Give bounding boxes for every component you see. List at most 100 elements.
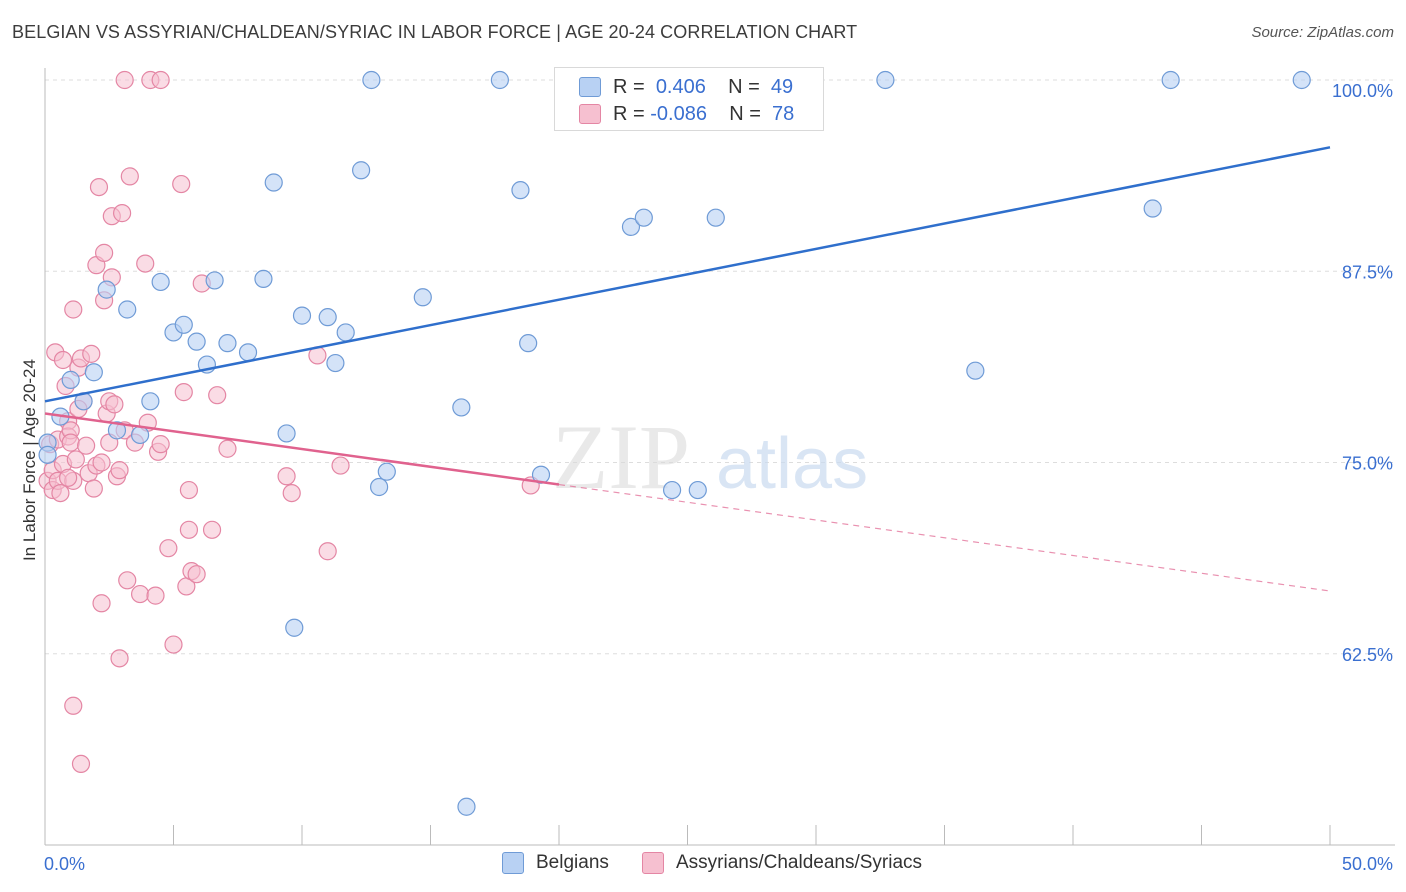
belgians-point xyxy=(413,288,432,307)
assyrians-point xyxy=(120,167,139,186)
assyrians-point xyxy=(66,450,85,469)
n-label: N = xyxy=(729,102,761,125)
belgians-point xyxy=(634,208,653,227)
assyrians-point xyxy=(151,70,170,90)
assyrians-point xyxy=(174,383,193,402)
belgians-point xyxy=(38,445,57,464)
belgians-point xyxy=(457,797,476,816)
assyrians-point xyxy=(208,386,227,405)
assyrians-r-value: -0.086 xyxy=(650,102,707,125)
belgians-point xyxy=(118,300,137,319)
belgians-point xyxy=(218,334,237,353)
series-legend: Belgians Assyrians/Chaldeans/Syriacs xyxy=(0,852,1406,878)
x-tick-label: 50.0% xyxy=(1342,854,1393,874)
assyrians-point xyxy=(277,467,296,486)
belgians-swatch xyxy=(579,77,601,97)
belgians-point xyxy=(377,462,396,481)
belgians-stats: R = 0.406 N = 49 xyxy=(613,76,813,99)
y-tick-label: 87.5% xyxy=(1342,262,1393,282)
assyrians-n-value: 78 xyxy=(772,102,795,125)
assyrians-point xyxy=(105,395,124,414)
belgians-point xyxy=(318,308,337,327)
x-tick-label: 0.0% xyxy=(44,854,85,874)
chart-title: BELGIAN VS ASSYRIAN/CHALDEAN/SYRIAC IN L… xyxy=(12,22,858,42)
watermark: ZIP atlas xyxy=(552,406,868,508)
belgians-point xyxy=(174,315,193,334)
belgians-point xyxy=(205,271,224,290)
belgians-point xyxy=(966,361,985,380)
assyrians-point xyxy=(136,254,155,273)
belgians-trend-line xyxy=(44,146,1331,403)
belgians-point xyxy=(519,334,538,353)
belgians-point xyxy=(264,173,283,192)
assyrians-legend-swatch xyxy=(642,852,664,874)
belgians-n-value: 49 xyxy=(770,75,794,98)
assyrians-point xyxy=(146,586,165,605)
belgians-point xyxy=(141,392,160,411)
assyrians-point xyxy=(151,435,170,454)
assyrians-point xyxy=(61,433,80,452)
belgians-point xyxy=(1161,70,1180,90)
assyrians-stats: R = -0.086 N = 78 xyxy=(613,103,813,126)
belgians-point xyxy=(621,217,641,236)
assyrians-point xyxy=(89,178,109,197)
belgians-point xyxy=(1143,199,1162,218)
assyrians-point xyxy=(59,468,78,487)
belgians-point xyxy=(452,398,471,417)
assyrians-point xyxy=(202,520,222,539)
belgians-point xyxy=(277,424,296,443)
assyrians-point xyxy=(110,461,129,480)
belgians-point xyxy=(662,480,682,500)
assyrians-point xyxy=(64,300,83,319)
assyrians-point xyxy=(51,484,70,503)
assyrians-point xyxy=(172,174,191,194)
assyrians-point xyxy=(92,594,111,613)
assyrians-trend-line-extrapolated xyxy=(558,483,1331,592)
chart-source: Source: ZipAtlas.com xyxy=(1251,24,1394,41)
belgians-point xyxy=(285,618,304,637)
assyrians-point xyxy=(71,754,91,774)
r-label: R = xyxy=(613,75,645,98)
correlation-legend: R = 0.406 N = 49 R = -0.086 N = 78 xyxy=(554,67,824,131)
assyrians-point xyxy=(115,70,134,90)
assyrians-point xyxy=(84,479,103,498)
belgians-point xyxy=(254,269,273,288)
belgians-point xyxy=(336,323,355,342)
assyrians-point xyxy=(82,344,101,363)
assyrians-point xyxy=(179,480,199,500)
belgians-point xyxy=(292,306,312,325)
belgians-point xyxy=(130,425,150,445)
assyrians-point xyxy=(130,584,150,604)
assyrians-point xyxy=(187,565,206,584)
assyrians-point xyxy=(110,649,129,668)
y-tick-label: 75.0% xyxy=(1342,454,1393,474)
y-tick-label: 62.5% xyxy=(1342,645,1393,665)
belgians-point xyxy=(187,332,206,351)
belgians-point xyxy=(97,280,116,299)
belgians-point xyxy=(107,421,127,440)
belgians-point xyxy=(490,70,509,90)
r-label: R = xyxy=(613,102,645,125)
trend-lines xyxy=(44,146,1331,592)
y-tick-label: 100.0% xyxy=(1332,81,1393,101)
assyrians-trend-line xyxy=(44,412,560,486)
assyrians-point xyxy=(282,484,301,503)
assyrians-point xyxy=(77,436,96,455)
legend-item-assyrians: Assyrians/Chaldeans/Syriacs xyxy=(642,852,922,874)
belgians-legend-swatch xyxy=(502,852,524,874)
assyrians-swatch xyxy=(579,104,601,124)
belgians-point xyxy=(370,477,389,497)
grid-lines xyxy=(45,79,1395,655)
assyrians-point xyxy=(64,696,83,715)
belgians-point xyxy=(688,480,707,500)
assyrians-point xyxy=(159,539,178,558)
assyrians-point xyxy=(164,635,183,654)
belgians-point xyxy=(151,272,170,292)
belgians-point xyxy=(61,370,80,389)
belgians-point xyxy=(238,343,258,362)
series-belgians-points xyxy=(38,70,1311,816)
n-label: N = xyxy=(728,75,760,98)
watermark-atlas: atlas xyxy=(716,424,868,504)
belgians-point xyxy=(876,70,895,90)
